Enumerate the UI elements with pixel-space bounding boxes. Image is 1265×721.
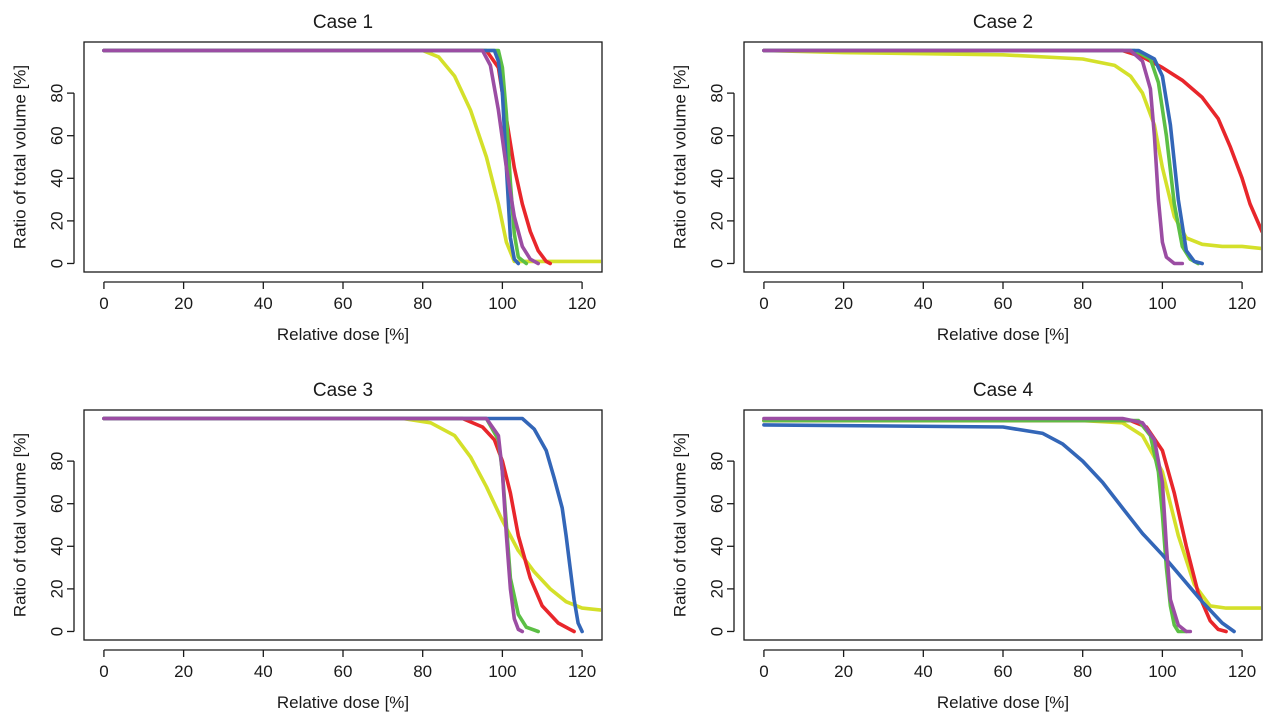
y-tick-label: 0: [708, 627, 727, 636]
y-tick-label: 80: [708, 84, 727, 103]
series-line: [102, 48, 521, 266]
chart-panel: Case 3 0 20 40 60 80 100 120 Relative dose [%] 0 2…: [11, 380, 603, 712]
plot-frame: [743, 41, 1263, 273]
y-axis-label: Ratio of total volume [%]: [671, 65, 690, 249]
series-group: [762, 416, 1261, 634]
x-tick-label: 40: [914, 662, 933, 681]
series-line: [102, 416, 525, 634]
y-tick-label: 40: [48, 169, 67, 188]
series-line: [102, 416, 584, 634]
x-tick-label: 60: [994, 294, 1013, 313]
x-tick-label: 0: [759, 662, 768, 681]
x-tick-label: 40: [254, 294, 273, 313]
y-tick-label: 20: [708, 211, 727, 230]
plot-frame: [83, 409, 603, 641]
chart-title: Case 2: [973, 12, 1033, 33]
plot-frame: [83, 41, 603, 273]
x-tick-label: 20: [174, 662, 193, 681]
chart-panel: Case 1 0 20 40 60 80 100 120 Relative dose [%] 0 2…: [11, 12, 603, 344]
y-tick-label: 60: [708, 126, 727, 145]
series-group: [762, 48, 1261, 266]
x-tick-label: 40: [914, 294, 933, 313]
y-tick-label: 80: [48, 452, 67, 471]
series-line: [762, 48, 1261, 233]
x-tick-label: 40: [254, 662, 273, 681]
x-axis-label: Relative dose [%]: [277, 325, 409, 344]
x-tick-label: 100: [488, 662, 516, 681]
series-line: [102, 416, 601, 612]
y-tick-label: 60: [48, 126, 67, 145]
y-tick-label: 80: [48, 84, 67, 103]
series-line: [762, 418, 1189, 634]
x-tick-label: 100: [1148, 294, 1176, 313]
y-tick-label: 40: [708, 537, 727, 556]
series-line: [762, 418, 1261, 610]
series-line: [102, 48, 601, 264]
y-tick-label: 60: [48, 494, 67, 513]
series-line: [102, 48, 529, 266]
chart-title: Case 1: [313, 12, 373, 33]
y-tick-label: 0: [48, 259, 67, 268]
y-tick-label: 0: [708, 259, 727, 268]
x-tick-label: 100: [488, 294, 516, 313]
y-tick-label: 20: [48, 211, 67, 230]
x-tick-label: 120: [1228, 662, 1256, 681]
x-tick-label: 0: [99, 294, 108, 313]
series-line: [762, 48, 1261, 251]
series-line: [762, 48, 1185, 266]
x-tick-label: 80: [1073, 294, 1092, 313]
plot-frame: [743, 409, 1263, 641]
x-axis-label: Relative dose [%]: [937, 693, 1069, 712]
series-line: [762, 416, 1193, 634]
x-tick-label: 20: [834, 662, 853, 681]
chart-panel: Case 2 0 20 40 60 80 100 120 Relative dose [%] 0 2…: [671, 12, 1263, 344]
x-tick-label: 120: [568, 662, 596, 681]
x-axis-label: Relative dose [%]: [277, 693, 409, 712]
chart-title: Case 4: [973, 380, 1034, 401]
y-tick-label: 40: [48, 537, 67, 556]
y-axis-label: Ratio of total volume [%]: [11, 65, 30, 249]
x-tick-label: 80: [1073, 662, 1092, 681]
y-tick-label: 80: [708, 452, 727, 471]
x-axis-label: Relative dose [%]: [937, 325, 1069, 344]
series-line: [762, 48, 1204, 266]
y-axis-label: Ratio of total volume [%]: [671, 433, 690, 617]
y-tick-label: 0: [48, 627, 67, 636]
x-tick-label: 0: [99, 662, 108, 681]
y-tick-label: 20: [48, 579, 67, 598]
x-tick-label: 20: [174, 294, 193, 313]
chart-panel: Case 4 0 20 40 60 80 100 120 Relative dose [%] 0 2…: [671, 380, 1263, 712]
series-group: [102, 416, 601, 634]
series-line: [102, 48, 552, 266]
x-tick-label: 0: [759, 294, 768, 313]
series-line: [102, 416, 540, 634]
y-tick-label: 40: [708, 169, 727, 188]
x-tick-label: 80: [413, 662, 432, 681]
chart-title: Case 3: [313, 380, 373, 401]
x-tick-label: 120: [1228, 294, 1256, 313]
x-tick-label: 80: [413, 294, 432, 313]
x-tick-label: 60: [334, 662, 353, 681]
x-tick-label: 100: [1148, 662, 1176, 681]
y-axis-label: Ratio of total volume [%]: [11, 433, 30, 617]
series-line: [102, 416, 576, 634]
series-line: [102, 48, 540, 266]
y-tick-label: 60: [708, 494, 727, 513]
series-group: [102, 48, 601, 266]
series-line: [762, 418, 1228, 634]
x-tick-label: 60: [994, 662, 1013, 681]
x-tick-label: 20: [834, 294, 853, 313]
series-line: [762, 423, 1236, 634]
x-tick-label: 60: [334, 294, 353, 313]
x-tick-label: 120: [568, 294, 596, 313]
y-tick-label: 20: [708, 579, 727, 598]
